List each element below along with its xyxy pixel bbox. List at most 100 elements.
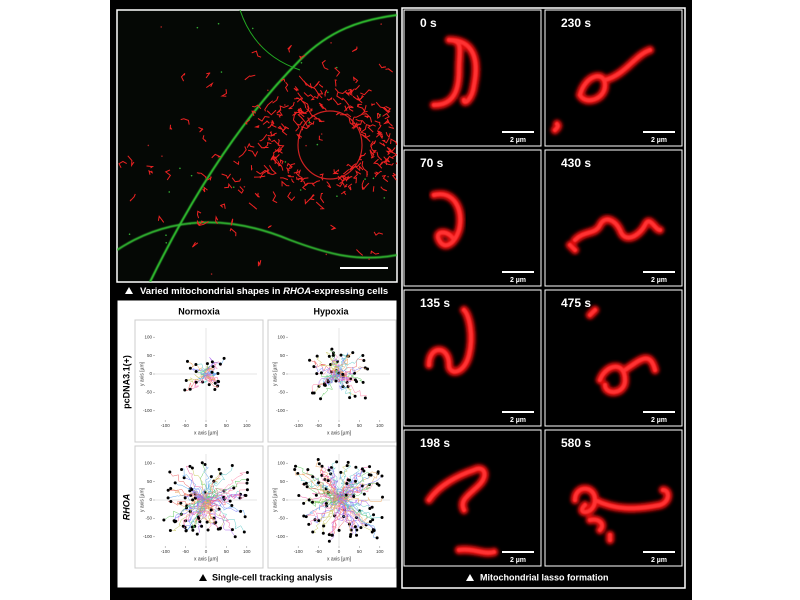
microscopy-panel: Varied mitochondrial shapes in RHOA-expr… <box>116 9 398 297</box>
track-end <box>222 495 226 499</box>
cell-track <box>205 482 248 501</box>
track-end <box>345 482 349 486</box>
mitochondrion <box>318 102 325 109</box>
track-end <box>317 519 321 523</box>
mitochondrion <box>386 146 391 156</box>
track-end <box>166 496 170 500</box>
cell-membrane <box>239 10 301 71</box>
track-end <box>306 468 310 472</box>
track-end <box>304 515 308 519</box>
mitochondrion <box>353 170 362 179</box>
track-end <box>243 515 247 519</box>
mitochondrion <box>371 140 377 147</box>
track-end <box>315 354 319 358</box>
cell-membrane <box>149 14 397 282</box>
track-end <box>362 359 366 363</box>
mitochondrion <box>198 126 204 133</box>
speckle <box>232 186 235 188</box>
cell-track <box>205 489 248 501</box>
track-end <box>315 372 319 376</box>
mitochondrion <box>373 231 384 236</box>
mitochondrion <box>118 160 127 169</box>
track-end <box>312 391 316 395</box>
mitochondrion <box>366 171 368 177</box>
speckle <box>308 121 311 124</box>
track-end <box>361 380 365 384</box>
mitochondrion <box>349 163 357 171</box>
cell-track <box>303 497 340 504</box>
track-end <box>302 482 306 486</box>
track-plot: -100 -50 0 50 100 100 50 0 -50 -100 x axis [µm] y a… <box>267 319 397 443</box>
mitochondrion-core <box>553 48 652 132</box>
mitochondrion <box>267 121 274 129</box>
mitochondrion <box>180 118 190 125</box>
mitochondrion <box>303 92 314 98</box>
mitochondrion <box>254 192 260 198</box>
cell-track <box>298 495 340 501</box>
tile-frame <box>544 429 683 567</box>
cell-track <box>182 499 207 531</box>
track-end <box>319 371 323 375</box>
mitochondrion <box>293 119 300 132</box>
mitochondrion <box>344 105 348 111</box>
track-end <box>320 473 324 477</box>
track-end <box>232 486 236 490</box>
mitochondrion <box>244 119 251 125</box>
track-end <box>349 532 353 536</box>
track-end <box>316 457 320 461</box>
time-label: 135 s <box>420 296 450 310</box>
track-end <box>370 505 374 509</box>
cell-track <box>336 467 360 501</box>
mitochondrion <box>271 139 281 147</box>
scale-label: 2 µm <box>651 557 667 564</box>
caption: Mitochondrial lasso formation <box>480 572 609 582</box>
track-end <box>218 362 222 366</box>
track-end <box>339 353 343 357</box>
track-plot: -100 -50 0 50 100 100 50 0 -50 -100 x axis [µm] y a… <box>134 445 264 569</box>
mitochondrion <box>205 72 211 79</box>
mitochondrion <box>376 151 383 161</box>
mitochondrion <box>272 96 279 104</box>
mitochondrion <box>380 186 388 192</box>
track-end <box>173 481 177 485</box>
mitochondrion <box>374 120 381 125</box>
y-axis-label: y axis [µm] <box>272 361 278 386</box>
track-end <box>327 354 331 358</box>
mitochondrion <box>385 68 394 73</box>
mitochondrion <box>271 119 277 128</box>
track-end <box>353 378 357 382</box>
mitochondrion <box>238 146 247 158</box>
cell-track <box>183 499 207 529</box>
lasso-tile: 198 s 2 µm <box>403 429 542 567</box>
mitochondrion <box>293 86 299 92</box>
speckle <box>196 26 199 29</box>
track-end <box>191 528 195 532</box>
mitochondrion <box>376 131 384 138</box>
speckle <box>383 197 386 199</box>
mitochondrion <box>257 142 269 149</box>
lasso-tile: 475 s 2 µm <box>544 289 683 427</box>
cell-track <box>338 499 352 535</box>
y-tick-label: -100 <box>143 408 153 413</box>
track-end <box>197 516 201 520</box>
mitochondrion <box>269 130 276 137</box>
mitochondrion <box>391 172 397 181</box>
mitochondrion <box>374 171 379 178</box>
mitochondrion <box>129 193 136 202</box>
track-end <box>200 524 204 528</box>
track-end <box>353 525 357 529</box>
mitochondrion <box>310 95 318 101</box>
mitochondrion <box>364 115 370 119</box>
track-end <box>211 365 215 369</box>
mitochondrion <box>381 137 390 144</box>
track-end <box>375 482 379 486</box>
cell-track <box>190 372 209 390</box>
track-end <box>346 460 350 464</box>
track-end <box>344 493 348 497</box>
cell-track <box>170 499 207 532</box>
track-end <box>335 460 339 464</box>
mitochondrion <box>254 125 260 128</box>
track-end <box>337 528 341 532</box>
y-tick-label: -100 <box>276 534 286 539</box>
mitochondrion <box>206 82 214 89</box>
